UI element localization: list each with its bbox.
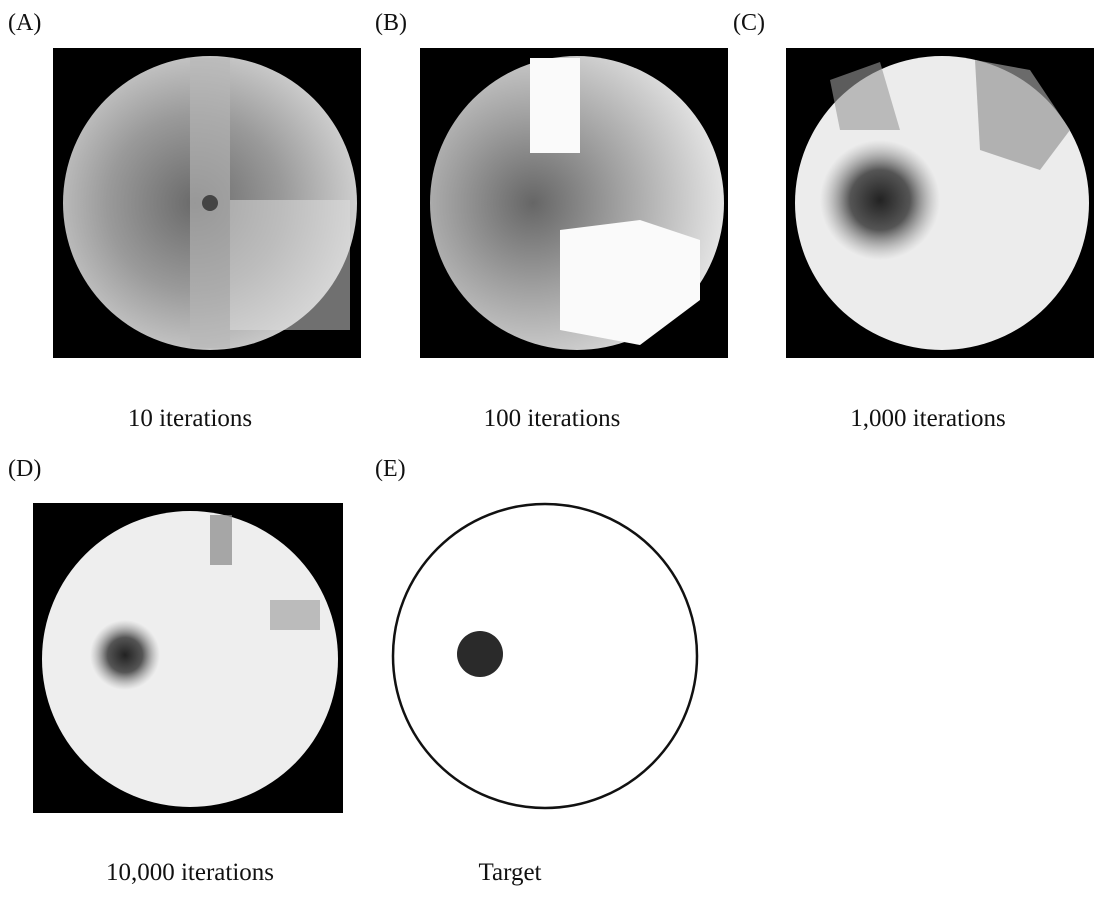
panel-label: (B) xyxy=(375,10,407,36)
caption: 10,000 iterations xyxy=(106,859,274,886)
target-inclusion xyxy=(457,631,503,677)
caption: 1,000 iterations xyxy=(850,405,1006,432)
panel-label: (E) xyxy=(375,456,406,482)
hotspot xyxy=(820,140,940,260)
texture xyxy=(210,515,232,565)
panel-label: (D) xyxy=(8,456,41,482)
panel-e: (E) Target xyxy=(375,456,697,886)
caption: Target xyxy=(478,859,541,886)
panel-label: (A) xyxy=(8,10,41,36)
panel-c: (C) 1,000 iterations xyxy=(733,10,1094,432)
panel-b: (B) 100 iterations xyxy=(375,10,728,432)
figure: (A) 10 iterations (B) 100 iterations (C)… xyxy=(0,0,1094,892)
panel-label: (C) xyxy=(733,10,765,36)
panel-a: (A) 10 iterations xyxy=(8,10,361,432)
target-boundary xyxy=(393,504,697,808)
texture xyxy=(270,600,320,630)
caption: 100 iterations xyxy=(484,405,621,432)
caption: 10 iterations xyxy=(128,405,252,432)
center-spot xyxy=(202,195,218,211)
hotspot xyxy=(90,620,160,690)
panel-d: (D) 10,000 iterations xyxy=(8,456,343,886)
texture xyxy=(230,200,350,330)
texture xyxy=(530,58,580,153)
reconstruction xyxy=(42,511,338,807)
